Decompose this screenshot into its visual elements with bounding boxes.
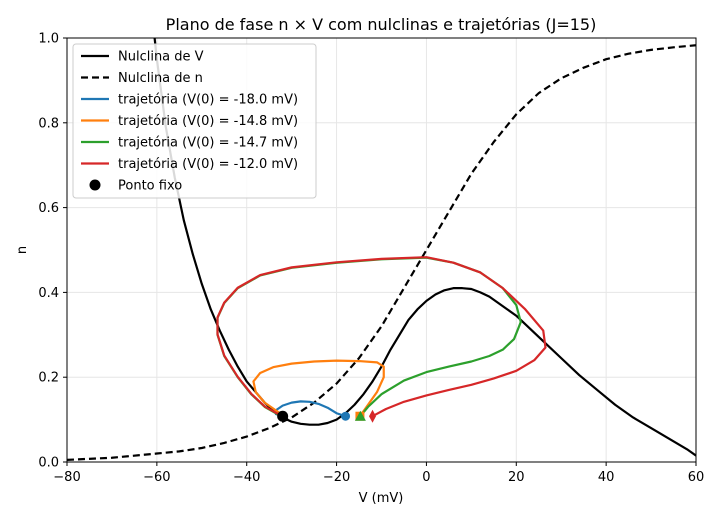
x-tick-label: −80 [53, 470, 80, 485]
series-line-5 [216, 256, 547, 418]
plot-frame [66, 37, 697, 463]
x-axis-label: V (mV) [359, 491, 404, 506]
y-tick-label: 0.6 [38, 201, 59, 216]
x-tick-label: 0 [422, 470, 430, 485]
series-line-1 [67, 44, 696, 461]
series-start-marker-2 [341, 411, 351, 421]
legend-label-1: Nulclina de n [118, 71, 203, 86]
x-tick-label: −60 [143, 470, 170, 485]
y-tick-label: 0.4 [38, 286, 59, 301]
fixed-point-marker [277, 410, 289, 422]
y-tick-label: 0.8 [38, 116, 59, 131]
series-line-3 [252, 359, 385, 418]
series-start-marker-5 [369, 409, 377, 423]
legend: Nulclina de V Nulclina de n trajetória (V(… [72, 43, 317, 199]
legend-label-0: Nulclina de V [118, 50, 204, 65]
legend-label-6: Ponto fixo [118, 179, 182, 194]
legend-label-3: trajetória (V(0) = -14.8 mV) [118, 114, 298, 129]
series-line-0 [153, 38, 696, 457]
series-markers [277, 409, 377, 423]
series-start-marker-4 [354, 410, 366, 421]
y-tick-label: 0.2 [38, 371, 59, 386]
legend-label-4: trajetória (V(0) = -14.7 mV) [118, 136, 298, 151]
y-axis-label: n [15, 246, 30, 254]
y-tick-label: 0.0 [38, 456, 59, 471]
y-tick-label: 1.0 [38, 32, 59, 47]
legend-label-5: trajetória (V(0) = -12.0 mV) [118, 157, 298, 172]
plot-series [67, 38, 696, 461]
x-tick-label: −40 [233, 470, 260, 485]
legend-marker-fixed-point [89, 179, 101, 191]
x-tick-label: −20 [323, 470, 350, 485]
x-axis-ticks: −80 −60 −40 −20 0 20 40 60 [53, 462, 704, 485]
legend-label-2: trajetória (V(0) = -18.0 mV) [118, 93, 298, 108]
chart-title: Plano de fase n × V com nulclinas e traj… [166, 15, 597, 34]
x-tick-label: 40 [598, 470, 615, 485]
legend-box [72, 43, 317, 199]
x-tick-label: 60 [688, 470, 705, 485]
y-axis-ticks: 0.0 0.2 0.4 0.6 0.8 1.0 [38, 32, 67, 471]
x-tick-label: 20 [508, 470, 525, 485]
